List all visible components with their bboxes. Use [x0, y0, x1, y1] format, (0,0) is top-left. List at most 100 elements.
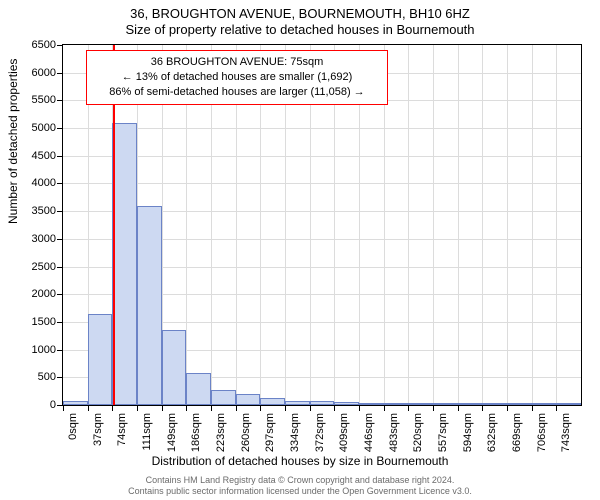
- annotation-box: 36 BROUGHTON AVENUE: 75sqm ← 13% of deta…: [86, 50, 388, 105]
- histogram-bar: [408, 403, 433, 405]
- y-tick-mark: [57, 183, 62, 184]
- histogram-bar: [186, 373, 211, 405]
- x-tick-label: 149sqm: [166, 413, 178, 463]
- histogram-bar: [507, 403, 532, 405]
- x-tick-label: 669sqm: [511, 413, 523, 463]
- x-tick-label: 409sqm: [338, 413, 350, 463]
- y-tick-mark: [57, 267, 62, 268]
- x-tick-mark: [334, 406, 335, 411]
- x-tick-mark: [556, 406, 557, 411]
- y-tick-mark: [57, 405, 62, 406]
- y-tick-label: 4000: [6, 177, 56, 189]
- x-tick-mark: [310, 406, 311, 411]
- histogram-bar: [112, 123, 137, 405]
- y-tick-mark: [57, 73, 62, 74]
- x-tick-mark: [112, 406, 113, 411]
- y-tick-mark: [57, 377, 62, 378]
- grid-line-v: [507, 45, 508, 405]
- x-tick-label: 483sqm: [388, 413, 400, 463]
- x-tick-label: 74sqm: [116, 413, 128, 463]
- y-tick-label: 6000: [6, 67, 56, 79]
- page-title: 36, BROUGHTON AVENUE, BOURNEMOUTH, BH10 …: [0, 6, 600, 21]
- histogram-bar: [556, 403, 581, 405]
- histogram-bar: [532, 403, 557, 405]
- x-tick-mark: [236, 406, 237, 411]
- y-tick-mark: [57, 322, 62, 323]
- x-tick-label: 334sqm: [289, 413, 301, 463]
- page-root: { "title": "36, BROUGHTON AVENUE, BOURNE…: [0, 0, 600, 500]
- x-tick-label: 706sqm: [536, 413, 548, 463]
- x-tick-mark: [260, 406, 261, 411]
- x-tick-label: 594sqm: [462, 413, 474, 463]
- x-tick-label: 446sqm: [363, 413, 375, 463]
- y-tick-mark: [57, 294, 62, 295]
- annotation-line-3: 86% of semi-detached houses are larger (…: [95, 85, 379, 100]
- y-tick-label: 500: [6, 371, 56, 383]
- x-tick-label: 0sqm: [67, 413, 79, 463]
- x-tick-label: 743sqm: [560, 413, 572, 463]
- histogram-bar: [236, 394, 261, 405]
- x-tick-label: 37sqm: [92, 413, 104, 463]
- grid-line-h: [63, 156, 581, 157]
- y-tick-label: 3000: [6, 233, 56, 245]
- page-subtitle: Size of property relative to detached ho…: [0, 22, 600, 37]
- x-tick-mark: [482, 406, 483, 411]
- y-tick-label: 3500: [6, 205, 56, 217]
- x-tick-mark: [88, 406, 89, 411]
- y-tick-label: 2000: [6, 288, 56, 300]
- histogram-bar: [384, 403, 409, 405]
- x-tick-mark: [359, 406, 360, 411]
- y-tick-mark: [57, 100, 62, 101]
- grid-line-h: [63, 128, 581, 129]
- x-tick-mark: [211, 406, 212, 411]
- footer-line-2: Contains public sector information licen…: [0, 486, 600, 497]
- y-tick-mark: [57, 211, 62, 212]
- histogram-bar: [137, 206, 162, 405]
- y-tick-label: 2500: [6, 261, 56, 273]
- y-tick-label: 1000: [6, 344, 56, 356]
- y-tick-label: 4500: [6, 150, 56, 162]
- annotation-line-2: ← 13% of detached houses are smaller (1,…: [95, 70, 379, 85]
- y-tick-label: 6500: [6, 39, 56, 51]
- histogram-bar: [334, 402, 359, 405]
- x-tick-label: 186sqm: [190, 413, 202, 463]
- histogram-bar: [88, 314, 113, 405]
- y-tick-label: 1500: [6, 316, 56, 328]
- y-axis-title: Number of detached properties: [6, 59, 20, 224]
- histogram-bar: [162, 330, 187, 405]
- x-tick-mark: [186, 406, 187, 411]
- histogram-bar: [211, 390, 236, 406]
- histogram-bar: [285, 401, 310, 405]
- histogram-bar: [433, 403, 458, 405]
- histogram-bar: [458, 403, 483, 405]
- x-tick-mark: [507, 406, 508, 411]
- x-tick-mark: [384, 406, 385, 411]
- grid-line-v: [433, 45, 434, 405]
- histogram-bar: [482, 403, 507, 405]
- histogram-bar: [63, 401, 88, 405]
- y-tick-mark: [57, 350, 62, 351]
- x-tick-mark: [63, 406, 64, 411]
- histogram-bar: [310, 401, 335, 405]
- x-tick-mark: [137, 406, 138, 411]
- x-tick-label: 223sqm: [215, 413, 227, 463]
- x-tick-label: 557sqm: [437, 413, 449, 463]
- y-tick-mark: [57, 156, 62, 157]
- annotation-line-1: 36 BROUGHTON AVENUE: 75sqm: [95, 55, 379, 70]
- x-tick-mark: [458, 406, 459, 411]
- y-tick-label: 5500: [6, 94, 56, 106]
- footer: Contains HM Land Registry data © Crown c…: [0, 475, 600, 498]
- grid-line-v: [556, 45, 557, 405]
- histogram-bar: [260, 398, 285, 405]
- grid-line-v: [458, 45, 459, 405]
- x-tick-mark: [285, 406, 286, 411]
- y-tick-mark: [57, 45, 62, 46]
- grid-line-v: [532, 45, 533, 405]
- grid-line-h: [63, 183, 581, 184]
- x-tick-label: 111sqm: [141, 413, 153, 463]
- y-tick-label: 5000: [6, 122, 56, 134]
- x-tick-mark: [532, 406, 533, 411]
- x-tick-label: 297sqm: [264, 413, 276, 463]
- x-tick-label: 260sqm: [240, 413, 252, 463]
- grid-line-v: [482, 45, 483, 405]
